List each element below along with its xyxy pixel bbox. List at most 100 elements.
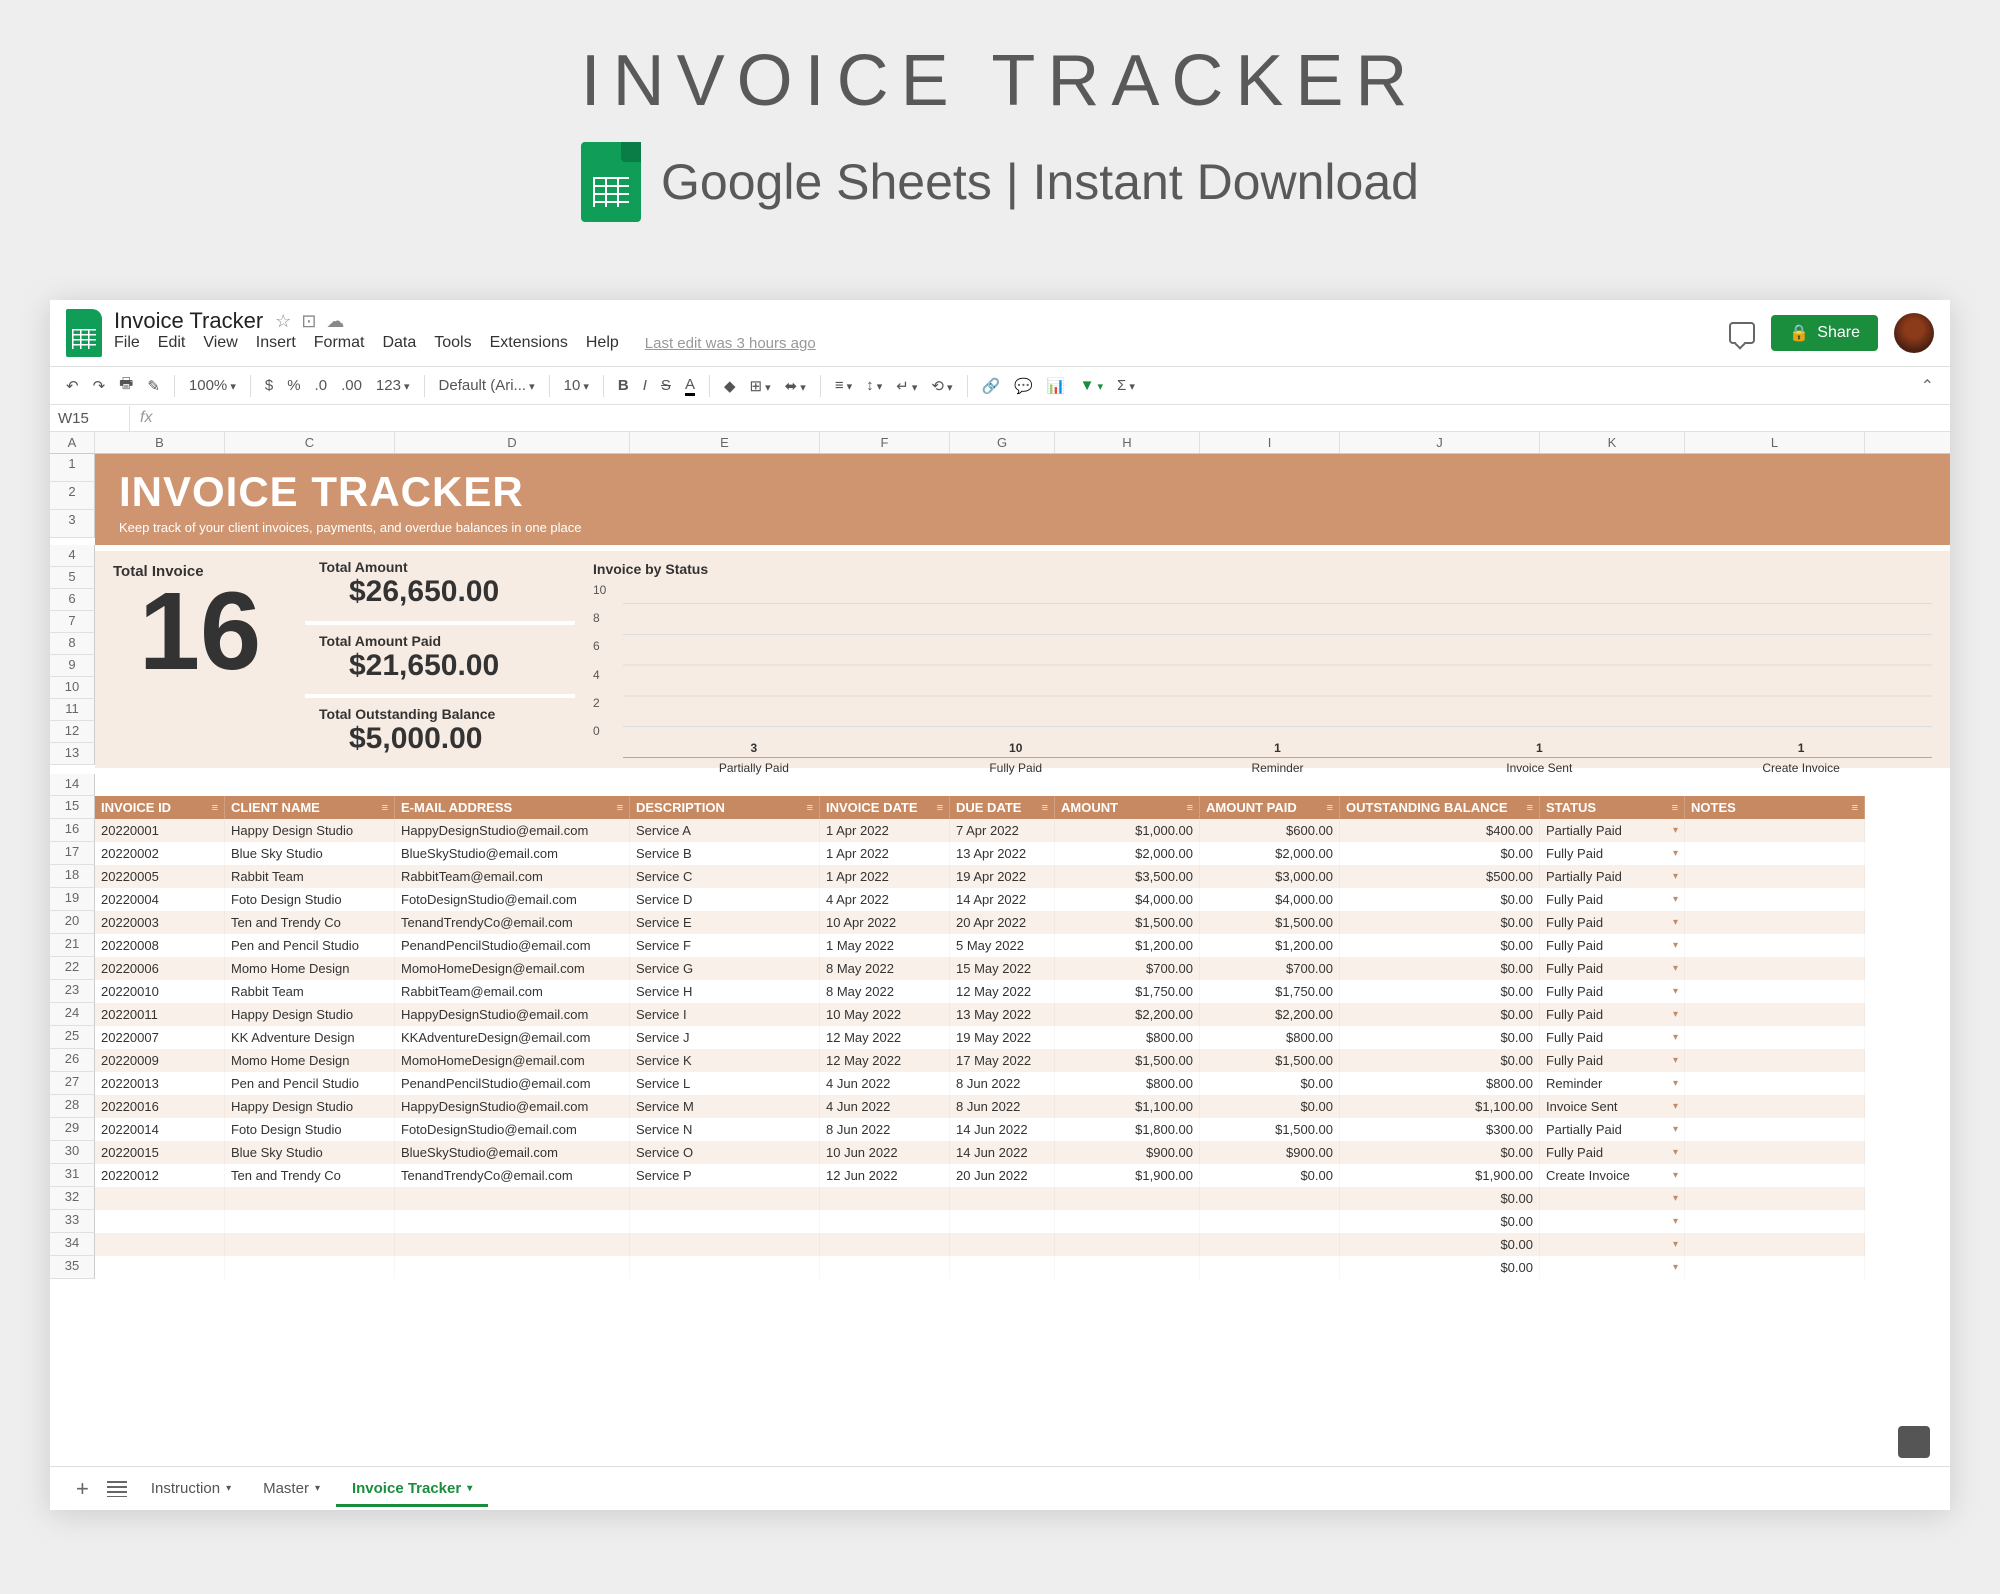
cell-idt[interactable]: 10 Jun 2022 — [820, 1141, 950, 1164]
cell-am[interactable]: $1,500.00 — [1055, 911, 1200, 934]
cell-ob[interactable]: $0.00 — [1340, 957, 1540, 980]
cell-am[interactable]: $900.00 — [1055, 1141, 1200, 1164]
row-header[interactable]: 32 — [50, 1187, 95, 1210]
cell-em[interactable]: FotoDesignStudio@email.com — [395, 1118, 630, 1141]
cell-st[interactable]: Fully Paid — [1540, 1003, 1685, 1026]
column-header[interactable]: DUE DATE≡ — [950, 796, 1055, 819]
cell-em[interactable]: TenandTrendyCo@email.com — [395, 911, 630, 934]
valign-icon[interactable]: ↕ — [866, 377, 882, 394]
cell-id[interactable]: 20220014 — [95, 1118, 225, 1141]
row-header[interactable]: 6 — [50, 589, 95, 611]
menu-tools[interactable]: Tools — [434, 334, 471, 352]
cell-dd[interactable]: 20 Jun 2022 — [950, 1164, 1055, 1187]
menu-data[interactable]: Data — [382, 334, 416, 352]
cell-idt[interactable]: 10 May 2022 — [820, 1003, 950, 1026]
cell[interactable]: $0.00 — [1340, 1256, 1540, 1279]
cell-st[interactable]: Fully Paid — [1540, 980, 1685, 1003]
cell-notes[interactable] — [1685, 1026, 1865, 1049]
cell-am[interactable]: $2,000.00 — [1055, 842, 1200, 865]
cell[interactable] — [1685, 1233, 1865, 1256]
cell-dd[interactable]: 15 May 2022 — [950, 957, 1055, 980]
cell-idt[interactable]: 4 Jun 2022 — [820, 1072, 950, 1095]
cell-dd[interactable]: 13 Apr 2022 — [950, 842, 1055, 865]
cell-notes[interactable] — [1685, 1049, 1865, 1072]
cell-id[interactable]: 20220003 — [95, 911, 225, 934]
cell-de[interactable]: Service J — [630, 1026, 820, 1049]
user-avatar[interactable] — [1894, 313, 1934, 353]
cell-de[interactable]: Service D — [630, 888, 820, 911]
cell-cl[interactable]: Happy Design Studio — [225, 819, 395, 842]
cell-cl[interactable]: Foto Design Studio — [225, 1118, 395, 1141]
cell-notes[interactable] — [1685, 934, 1865, 957]
cell[interactable] — [1055, 1210, 1200, 1233]
column-header[interactable]: NOTES≡ — [1685, 796, 1865, 819]
filter-icon[interactable]: ≡ — [382, 802, 388, 814]
row-header[interactable]: 13 — [50, 743, 95, 765]
cell-ob[interactable]: $300.00 — [1340, 1118, 1540, 1141]
row-header[interactable]: 10 — [50, 677, 95, 699]
toolbar-collapse-icon[interactable]: ⌃ — [1921, 376, 1934, 396]
currency-icon[interactable]: $ — [265, 377, 273, 394]
percent-icon[interactable]: % — [287, 377, 300, 394]
cell-idt[interactable]: 4 Apr 2022 — [820, 888, 950, 911]
cell-em[interactable]: RabbitTeam@email.com — [395, 980, 630, 1003]
cell-de[interactable]: Service G — [630, 957, 820, 980]
cell-em[interactable]: BlueSkyStudio@email.com — [395, 1141, 630, 1164]
cell-am[interactable]: $800.00 — [1055, 1026, 1200, 1049]
cell-cl[interactable]: Ten and Trendy Co — [225, 911, 395, 934]
cell-em[interactable]: HappyDesignStudio@email.com — [395, 1095, 630, 1118]
cell-id[interactable]: 20220015 — [95, 1141, 225, 1164]
fontsize-dropdown[interactable]: 10 — [564, 377, 589, 394]
cell-id[interactable]: 20220010 — [95, 980, 225, 1003]
row-header[interactable]: 23 — [50, 980, 95, 1003]
cell[interactable] — [1540, 1187, 1685, 1210]
row-header[interactable]: 35 — [50, 1256, 95, 1279]
cell-am[interactable]: $1,900.00 — [1055, 1164, 1200, 1187]
cell[interactable] — [820, 1210, 950, 1233]
column-header[interactable]: AMOUNT≡ — [1055, 796, 1200, 819]
wrap-icon[interactable]: ↵ — [896, 377, 917, 395]
cell[interactable] — [820, 1187, 950, 1210]
cell[interactable] — [630, 1210, 820, 1233]
cell-ap[interactable]: $2,000.00 — [1200, 842, 1340, 865]
table-row[interactable]: 20220007KK Adventure DesignKKAdventureDe… — [95, 1026, 1865, 1049]
filter-icon[interactable]: ≡ — [617, 802, 623, 814]
cell[interactable] — [630, 1187, 820, 1210]
menu-help[interactable]: Help — [586, 334, 619, 352]
cell-em[interactable]: FotoDesignStudio@email.com — [395, 888, 630, 911]
cell-ap[interactable]: $1,750.00 — [1200, 980, 1340, 1003]
cell-em[interactable]: KKAdventureDesign@email.com — [395, 1026, 630, 1049]
row-header[interactable]: 1 — [50, 454, 95, 482]
sheet-tab[interactable]: Master — [247, 1470, 336, 1507]
cell[interactable] — [395, 1233, 630, 1256]
sheet-tab[interactable]: Instruction — [135, 1470, 247, 1507]
last-edit-info[interactable]: Last edit was 3 hours ago — [645, 335, 816, 352]
table-row[interactable]: 20220010Rabbit TeamRabbitTeam@email.comS… — [95, 980, 1865, 1003]
comments-icon[interactable] — [1729, 322, 1755, 344]
cell-notes[interactable] — [1685, 1141, 1865, 1164]
filter-icon[interactable]: ≡ — [937, 802, 943, 814]
cell-cl[interactable]: Blue Sky Studio — [225, 842, 395, 865]
cell-de[interactable]: Service N — [630, 1118, 820, 1141]
cell-idt[interactable]: 8 May 2022 — [820, 957, 950, 980]
menu-extensions[interactable]: Extensions — [490, 334, 568, 352]
cell-am[interactable]: $1,750.00 — [1055, 980, 1200, 1003]
cell-st[interactable]: Fully Paid — [1540, 957, 1685, 980]
format-dropdown[interactable]: 123 — [376, 377, 410, 394]
cell[interactable] — [1540, 1256, 1685, 1279]
cell-st[interactable]: Partially Paid — [1540, 819, 1685, 842]
col-header[interactable]: J — [1340, 432, 1540, 453]
cell-notes[interactable] — [1685, 865, 1865, 888]
row-header[interactable]: 16 — [50, 819, 95, 842]
redo-icon[interactable]: ↷ — [93, 377, 106, 395]
menu-file[interactable]: File — [114, 334, 140, 352]
cell-notes[interactable] — [1685, 911, 1865, 934]
document-name[interactable]: Invoice Tracker — [114, 308, 263, 334]
cell-id[interactable]: 20220008 — [95, 934, 225, 957]
cell-ob[interactable]: $0.00 — [1340, 1026, 1540, 1049]
column-header[interactable]: AMOUNT PAID≡ — [1200, 796, 1340, 819]
row-header[interactable]: 5 — [50, 567, 95, 589]
column-header[interactable]: E-MAIL ADDRESS≡ — [395, 796, 630, 819]
row-header[interactable]: 9 — [50, 655, 95, 677]
table-row[interactable]: $0.00 — [95, 1187, 1865, 1210]
